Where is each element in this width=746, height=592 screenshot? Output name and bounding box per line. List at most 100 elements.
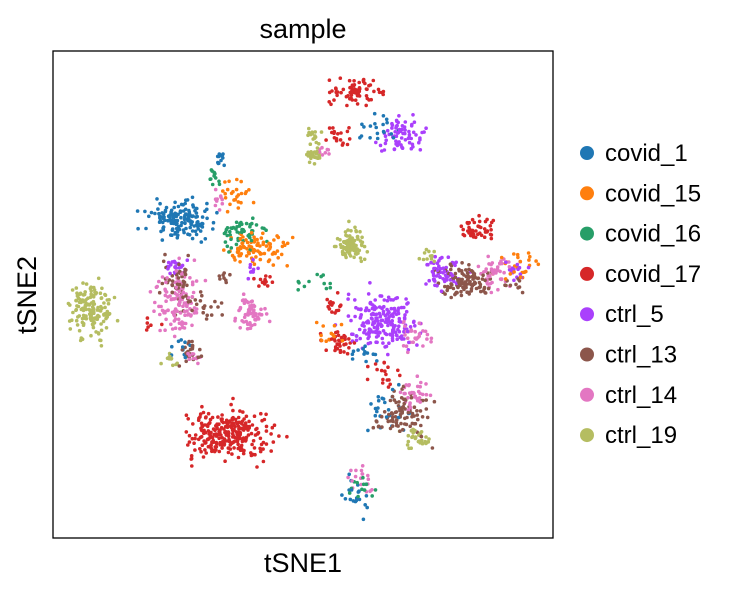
point-ctrl_14 (259, 307, 263, 312)
point-ctrl_19 (98, 291, 103, 296)
point-covid_17 (382, 361, 387, 365)
point-covid_1 (373, 122, 377, 126)
point-ctrl_14 (401, 344, 406, 348)
point-ctrl_13 (181, 279, 186, 284)
point-ctrl_13 (425, 415, 430, 420)
point-covid_15 (221, 189, 225, 193)
point-covid_1 (376, 395, 381, 399)
point-ctrl_14 (245, 327, 250, 331)
point-ctrl_19 (104, 316, 108, 321)
legend-label-ctrl_14: ctrl_14 (605, 382, 677, 409)
point-ctrl_14 (490, 280, 494, 285)
point-ctrl_19 (80, 320, 85, 325)
point-covid_17 (236, 442, 240, 447)
point-covid_17 (236, 435, 240, 440)
point-ctrl_14 (248, 326, 253, 331)
point-ctrl_19 (84, 282, 89, 286)
point-covid_1 (350, 352, 355, 357)
legend-marker-covid_15 (580, 186, 594, 201)
point-covid_17 (353, 87, 357, 92)
point-ctrl_5 (442, 279, 447, 284)
point-covid_1 (351, 349, 356, 354)
point-covid_17 (192, 441, 196, 446)
point-ctrl_14 (507, 265, 512, 269)
point-ctrl_19 (101, 319, 106, 324)
point-ctrl_14 (417, 396, 422, 400)
point-ctrl_5 (357, 327, 362, 332)
point-covid_15 (261, 231, 265, 236)
point-ctrl_14 (267, 319, 272, 324)
point-ctrl_5 (377, 330, 381, 335)
point-covid_1 (376, 406, 380, 410)
point-ctrl_14 (178, 296, 182, 300)
point-covid_17 (488, 224, 493, 228)
point-covid_16 (217, 179, 221, 184)
point-covid_17 (467, 231, 471, 235)
point-covid_15 (332, 323, 337, 328)
point-covid_1 (190, 236, 195, 241)
point-covid_15 (280, 244, 285, 249)
point-covid_17 (198, 415, 202, 419)
point-covid_17 (269, 432, 273, 436)
point-covid_1 (194, 211, 199, 215)
point-covid_1 (170, 219, 175, 223)
point-covid_17 (228, 424, 232, 428)
legend-marker-ctrl_5 (580, 307, 594, 322)
point-covid_17 (201, 455, 206, 459)
point-covid_17 (249, 431, 254, 436)
point-ctrl_13 (482, 287, 487, 291)
point-ctrl_19 (97, 314, 101, 319)
point-ctrl_14 (148, 290, 153, 294)
point-ctrl_19 (417, 433, 421, 437)
point-ctrl_14 (164, 280, 168, 285)
point-ctrl_19 (365, 250, 370, 254)
point-ctrl_14 (421, 344, 425, 348)
point-covid_15 (238, 260, 242, 264)
point-ctrl_19 (360, 243, 364, 248)
point-covid_15 (281, 240, 286, 245)
point-covid_16 (223, 240, 228, 244)
point-covid_17 (371, 78, 376, 83)
point-covid_17 (327, 307, 332, 311)
point-ctrl_19 (81, 281, 85, 285)
point-covid_17 (249, 453, 254, 458)
point-ctrl_13 (480, 277, 485, 281)
point-ctrl_5 (411, 130, 416, 135)
point-ctrl_14 (182, 301, 187, 305)
point-ctrl_13 (213, 299, 217, 304)
point-ctrl_19 (90, 293, 94, 298)
point-ctrl_14 (248, 308, 252, 312)
point-ctrl_13 (421, 398, 425, 403)
point-ctrl_5 (516, 267, 520, 272)
point-ctrl_5 (412, 120, 417, 124)
point-ctrl_13 (460, 271, 465, 276)
point-ctrl_5 (367, 334, 371, 339)
point-covid_1 (200, 225, 205, 229)
point-covid_1 (162, 215, 166, 219)
point-covid_17 (386, 365, 390, 370)
point-ctrl_5 (411, 113, 415, 117)
point-covid_17 (190, 464, 194, 468)
point-ctrl_14 (220, 197, 224, 202)
point-ctrl_13 (394, 410, 399, 414)
point-covid_1 (190, 229, 195, 233)
point-ctrl_14 (166, 295, 170, 299)
legend-label-covid_1: covid_1 (605, 140, 688, 167)
point-covid_15 (238, 246, 243, 251)
point-ctrl_5 (380, 306, 384, 311)
point-ctrl_14 (240, 298, 245, 303)
point-ctrl_13 (222, 276, 226, 280)
point-ctrl_14 (164, 299, 168, 304)
point-ctrl_13 (456, 285, 460, 290)
point-covid_1 (357, 497, 362, 502)
point-ctrl_5 (452, 279, 456, 284)
point-ctrl_5 (437, 259, 441, 263)
point-ctrl_14 (491, 272, 495, 276)
point-covid_17 (250, 423, 255, 427)
point-ctrl_14 (220, 201, 225, 206)
point-covid_1 (171, 215, 176, 220)
point-covid_16 (225, 233, 229, 238)
legend-marker-covid_16 (580, 226, 594, 241)
point-ctrl_14 (417, 321, 422, 326)
point-ctrl_14 (406, 408, 411, 412)
